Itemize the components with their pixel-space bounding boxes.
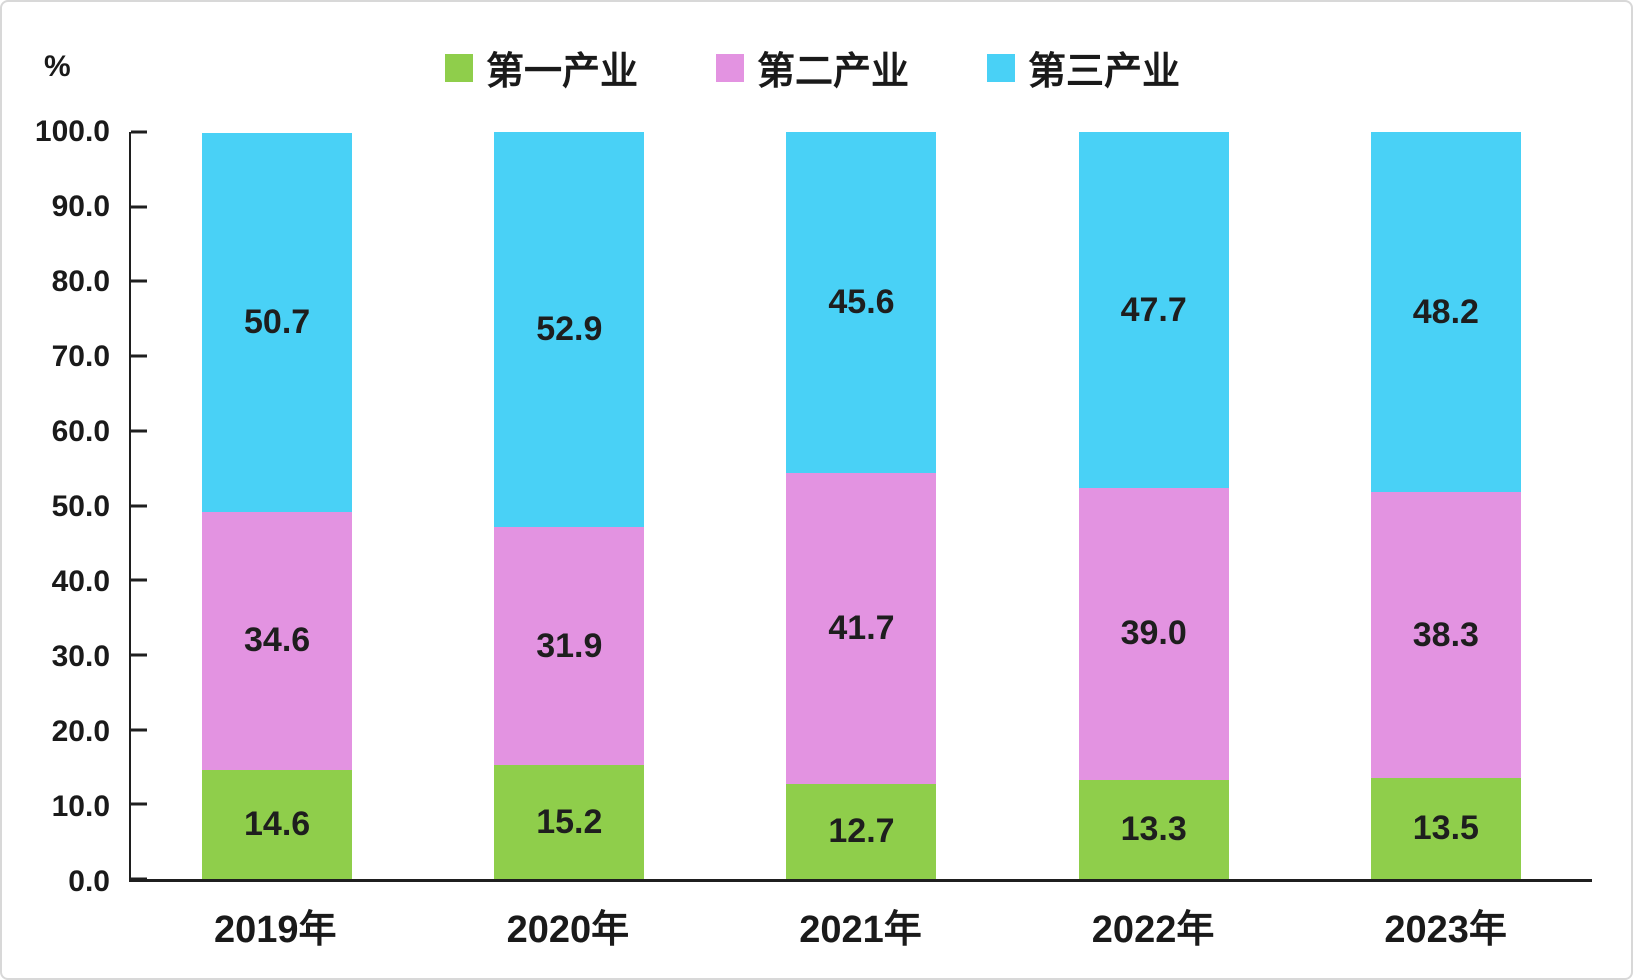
y-tick-mark — [131, 205, 147, 209]
bar-segment-series-0: 14.6 — [202, 769, 353, 879]
segment-value-label: 48.2 — [1412, 292, 1479, 331]
y-tick-label: 30.0 — [51, 640, 110, 673]
segment-value-label: 31.9 — [536, 626, 603, 665]
y-tick-mark — [131, 802, 147, 806]
x-axis-labels: 2019年 2020年 2021年 2022年 2023年 — [129, 898, 1592, 953]
segment-value-label: 15.2 — [536, 802, 603, 841]
segment-value-label: 41.7 — [828, 608, 895, 647]
y-tick-mark — [131, 504, 147, 507]
y-tick-label: 20.0 — [51, 715, 110, 748]
stacked-bar-2021年: 45.6 41.7 12.7 — [786, 132, 937, 879]
y-tick-mark — [131, 279, 147, 283]
y-tick-mark — [131, 578, 147, 582]
y-tick-label: 50.0 — [51, 490, 110, 523]
y-tick-mark — [131, 653, 147, 657]
y-tick-label: 40.0 — [51, 565, 110, 598]
y-tick-label: 80.0 — [51, 265, 110, 298]
legend-label: 第一产业 — [486, 51, 639, 93]
stacked-bar-2023年: 48.2 38.3 13.5 — [1370, 132, 1521, 879]
segment-value-label: 34.6 — [244, 621, 311, 660]
x-tick-label: 2021年 — [799, 909, 922, 951]
segment-value-label: 14.6 — [244, 804, 311, 843]
legend-marker-icon — [987, 53, 1016, 82]
bar-segment-series-0: 12.7 — [786, 784, 937, 879]
stacked-bar-2020年: 52.9 31.9 15.2 — [494, 132, 645, 879]
y-axis-unit-label: % — [44, 50, 71, 83]
bar-segment-series-0: 15.2 — [494, 765, 645, 879]
y-tick-label: 60.0 — [51, 415, 110, 448]
y-tick-mark — [131, 354, 147, 358]
bar-segment-series-2: 50.7 — [202, 132, 353, 512]
segment-value-label: 38.3 — [1412, 615, 1479, 654]
y-tick-label: 10.0 — [51, 790, 110, 823]
segment-value-label: 13.5 — [1412, 809, 1479, 848]
legend: 第一产业 第二产业 第三产业 — [445, 40, 1180, 95]
segment-value-label: 39.0 — [1120, 614, 1187, 653]
x-tick-label: 2020年 — [506, 909, 630, 951]
bar-segment-series-2: 52.9 — [494, 132, 645, 528]
bar-segment-series-2: 47.7 — [1078, 132, 1229, 489]
y-tick-label: 100.0 — [34, 115, 110, 148]
x-tick-label: 2023年 — [1384, 909, 1507, 951]
bar-segment-series-1: 38.3 — [1370, 492, 1521, 779]
y-tick-mark — [131, 877, 147, 881]
x-tick-label: 2019年 — [214, 909, 337, 951]
legend-item-1: 第二产业 — [716, 40, 909, 95]
y-tick-label: 70.0 — [51, 340, 110, 373]
bar-segment-series-0: 13.5 — [1370, 778, 1521, 879]
bar-segment-series-1: 39.0 — [1078, 488, 1229, 780]
legend-marker-icon — [445, 53, 473, 82]
segment-value-label: 47.7 — [1120, 290, 1187, 329]
segment-value-label: 50.7 — [244, 302, 311, 341]
y-tick-mark — [131, 130, 147, 134]
y-tick-label: 0.0 — [68, 865, 110, 898]
y-tick-mark — [131, 728, 147, 732]
legend-item-2: 第三产业 — [987, 40, 1180, 95]
legend-item-0: 第一产业 — [445, 40, 638, 95]
plot-area: 50.7 34.6 14.6 52.9 31.9 15.2 45.6 41.7 12.7 47.7… — [129, 130, 1592, 882]
x-tick-label: 2022年 — [1091, 909, 1215, 951]
segment-value-label: 13.3 — [1120, 809, 1187, 848]
legend-marker-icon — [716, 53, 745, 82]
y-axis-labels: 100.0 90.0 80.0 70.0 60.0 50.0 40.0 30.0 20.0 10.… — [2, 115, 110, 898]
bar-segment-series-2: 48.2 — [1370, 132, 1521, 493]
bars-container: 50.7 34.6 14.6 52.9 31.9 15.2 45.6 41.7 12.7 47.7… — [131, 132, 1592, 879]
bar-segment-series-0: 13.3 — [1078, 779, 1229, 879]
stacked-bar-2022年: 47.7 39.0 13.3 — [1078, 132, 1229, 879]
segment-value-label: 45.6 — [828, 282, 895, 321]
segment-value-label: 12.7 — [828, 812, 895, 851]
bar-segment-series-1: 34.6 — [202, 511, 353, 770]
legend-label: 第二产业 — [757, 51, 910, 93]
y-tick-mark — [131, 429, 147, 433]
y-tick-label: 90.0 — [51, 190, 110, 223]
segment-value-label: 52.9 — [536, 310, 603, 349]
bar-segment-series-1: 31.9 — [494, 527, 645, 766]
legend-label: 第三产业 — [1028, 51, 1181, 93]
bar-segment-series-2: 45.6 — [786, 132, 937, 473]
stacked-bar-2019年: 50.7 34.6 14.6 — [202, 132, 353, 879]
bar-segment-series-1: 41.7 — [786, 472, 937, 785]
